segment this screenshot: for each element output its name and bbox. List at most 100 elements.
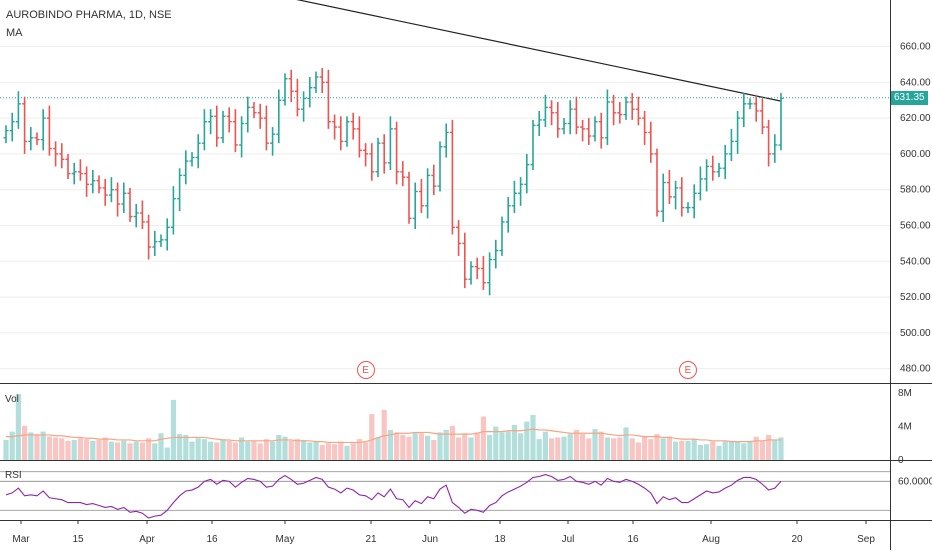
price-tick-label: 640.00	[900, 77, 931, 88]
volume-bar	[40, 431, 46, 460]
volume-bar	[381, 409, 387, 460]
rsi-tick-label: 60.0000	[898, 476, 932, 487]
time-axis-label: Jul	[562, 534, 575, 545]
volume-bar	[487, 434, 493, 460]
rsi-pane-label[interactable]: RSI	[5, 470, 22, 481]
volume-bar	[629, 438, 635, 460]
time-axis-label: 21	[365, 534, 377, 545]
volume-bar	[542, 431, 548, 460]
volume-bar	[598, 431, 604, 460]
time-axis-label: Mar	[12, 534, 30, 545]
earnings-badge[interactable]: E	[356, 361, 375, 379]
volume-bar	[183, 434, 189, 460]
volume-bar	[232, 442, 238, 460]
volume-bar	[499, 432, 505, 460]
volume-bar	[735, 441, 741, 460]
volume-bar	[170, 399, 176, 460]
volume-bar	[214, 442, 220, 460]
volume-bar	[59, 438, 65, 460]
volume-tick-label: 4M	[898, 422, 912, 433]
volume-bar	[511, 424, 517, 460]
rsi-line	[5, 473, 782, 519]
time-axis-label: 18	[494, 534, 506, 545]
volume-bar	[654, 434, 660, 460]
volume-bar	[691, 439, 697, 460]
volume-bar	[704, 444, 710, 460]
volume-bar	[294, 439, 300, 460]
volume-bar	[319, 444, 325, 460]
price-tick-label: 480.00	[900, 364, 931, 375]
volume-bar	[338, 441, 344, 460]
volume-bar	[121, 440, 127, 460]
volume-bar	[753, 436, 759, 460]
volume-bar	[270, 441, 276, 460]
time-axis-label: May	[276, 534, 295, 545]
volume-pane-label[interactable]: Vol	[5, 394, 19, 405]
volume-bar	[15, 394, 21, 460]
volume-bar	[251, 440, 257, 460]
volume-bar	[239, 437, 245, 460]
volume-bar	[201, 439, 207, 460]
volume-bar	[530, 414, 536, 460]
volume-bar	[685, 440, 691, 460]
volume-bar	[462, 433, 468, 460]
volume-bar	[412, 432, 418, 460]
volume-bar	[71, 439, 77, 460]
volume-bar	[604, 437, 610, 460]
volume-bar	[635, 442, 641, 460]
volume-bar	[766, 434, 772, 460]
volume-bar	[456, 437, 462, 460]
volume-bar	[350, 443, 356, 460]
volume-bar	[77, 438, 83, 460]
volume-bar	[195, 438, 201, 460]
volume-bar	[778, 437, 784, 460]
volume-bar	[567, 434, 573, 460]
volume-bar	[425, 435, 431, 460]
volume-bar	[245, 441, 251, 460]
price-tick-label: 600.00	[900, 149, 931, 160]
volume-bar	[344, 445, 350, 460]
volume-bar	[96, 439, 102, 460]
last-price-label: 631.35	[891, 90, 928, 105]
volume-bar	[617, 437, 623, 460]
volume-bar	[741, 443, 747, 460]
volume-bar	[307, 442, 313, 460]
volume-bar	[722, 441, 728, 460]
volume-bar	[65, 440, 71, 460]
volume-bar	[127, 443, 133, 460]
earnings-badge[interactable]: E	[679, 361, 697, 379]
volume-bar	[263, 439, 269, 460]
volume-bar	[288, 440, 294, 460]
volume-bar	[561, 436, 567, 460]
volume-bar	[152, 443, 158, 460]
volume-bar	[133, 441, 139, 460]
volume-bar	[437, 432, 443, 460]
volume-bar	[679, 440, 685, 460]
volume-bar	[759, 440, 765, 460]
volume-bar	[772, 439, 778, 460]
volume-bar	[3, 439, 9, 460]
volume-bar	[282, 436, 288, 460]
volume-bar	[139, 442, 145, 460]
volume-bar	[146, 438, 152, 460]
volume-bar	[115, 442, 121, 460]
volume-bar	[9, 431, 15, 460]
volume-bar	[480, 416, 486, 460]
volume-bar	[189, 441, 195, 460]
volume-bar	[443, 429, 449, 460]
volume-bar	[505, 431, 511, 460]
volume-bar	[697, 444, 703, 460]
volume-bar	[747, 440, 753, 460]
price-tick-label: 520.00	[900, 292, 931, 303]
volume-bar	[666, 436, 672, 460]
price-tick-label: 660.00	[900, 42, 931, 53]
price-tick-label: 560.00	[900, 221, 931, 232]
volume-bar	[22, 425, 28, 460]
volume-bar	[102, 437, 108, 460]
indicator-label[interactable]: MA	[6, 27, 23, 39]
volume-bar	[394, 432, 400, 460]
volume-bar	[164, 447, 170, 460]
price-tick-label: 500.00	[900, 328, 931, 339]
time-axis-label: Sep	[857, 534, 875, 545]
